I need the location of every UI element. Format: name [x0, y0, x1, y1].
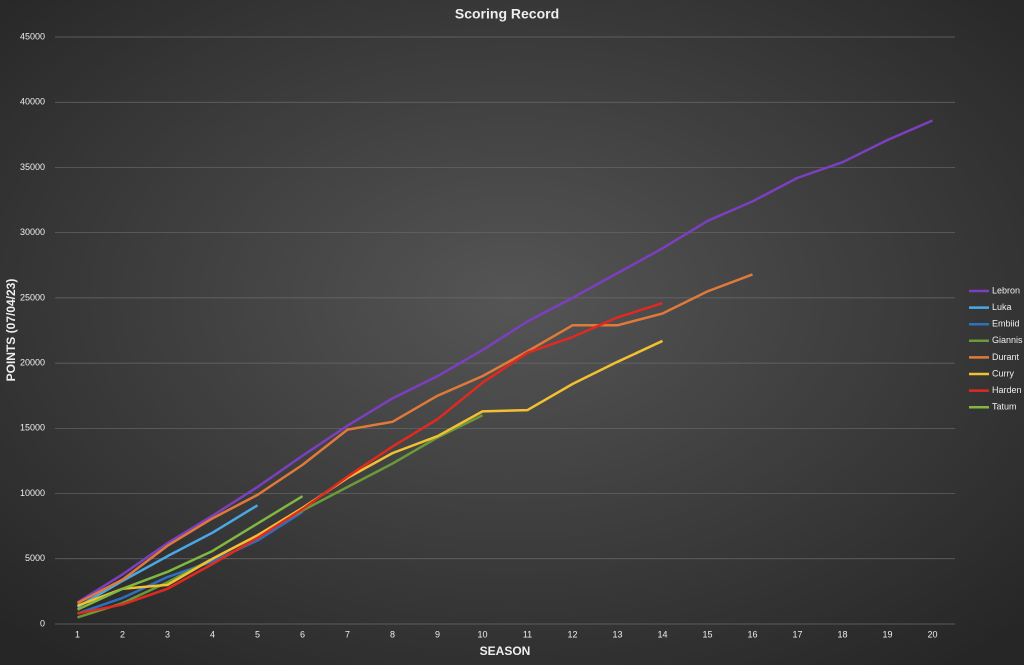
x-tick-label: 9	[435, 629, 440, 639]
y-tick-label: 15000	[20, 423, 45, 433]
x-tick-label: 13	[612, 629, 622, 639]
x-tick-label: 11	[523, 629, 532, 639]
y-tick-label: 45000	[20, 31, 45, 41]
x-axis-label: SEASON	[480, 644, 531, 658]
x-tick-label: 5	[255, 629, 260, 639]
legend-label: Giannis	[992, 335, 1023, 345]
series-line	[77, 339, 664, 607]
y-tick-label: 30000	[20, 227, 45, 237]
x-tick-label: 20	[927, 629, 937, 639]
y-tick-label: 5000	[25, 553, 45, 563]
y-tick-label: 0	[40, 618, 45, 628]
series-line	[76, 504, 259, 609]
legend-label: Luka	[992, 302, 1012, 312]
legend-label: Lebron	[992, 285, 1020, 295]
x-tick-label: 19	[882, 629, 892, 639]
x-tick-label: 16	[747, 629, 757, 639]
y-tick-label: 40000	[20, 97, 45, 107]
y-tick-label: 10000	[20, 488, 45, 498]
series-line	[76, 495, 304, 611]
x-tick-label: 17	[792, 629, 802, 639]
x-tick-label: 10	[477, 629, 487, 639]
x-tick-label: 3	[165, 629, 170, 639]
series-line	[76, 273, 753, 605]
y-tick-label: 25000	[20, 292, 45, 302]
x-tick-label: 12	[567, 629, 577, 639]
y-tick-label: 20000	[20, 357, 45, 367]
x-tick-label: 4	[210, 629, 215, 639]
x-tick-label: 15	[702, 629, 712, 639]
x-tick-label: 1	[75, 629, 80, 639]
series-line	[76, 119, 933, 604]
x-tick-label: 6	[300, 629, 305, 639]
x-tick-label: 2	[120, 629, 125, 639]
x-tick-label: 8	[390, 629, 395, 639]
y-axis-label: POINTS (07/04/23)	[4, 279, 18, 382]
legend-label: Harden	[992, 385, 1022, 395]
series-line	[77, 301, 663, 615]
x-tick-label: 14	[657, 629, 667, 639]
legend-label: Embiid	[992, 319, 1020, 329]
legend-label: Curry	[992, 368, 1014, 378]
x-tick-label: 18	[837, 629, 847, 639]
chart-title: Scoring Record	[455, 6, 559, 22]
x-tick-label: 7	[345, 629, 350, 639]
y-tick-label: 35000	[20, 162, 45, 172]
legend-label: Tatum	[992, 402, 1017, 412]
legend-label: Durant	[992, 352, 1020, 362]
